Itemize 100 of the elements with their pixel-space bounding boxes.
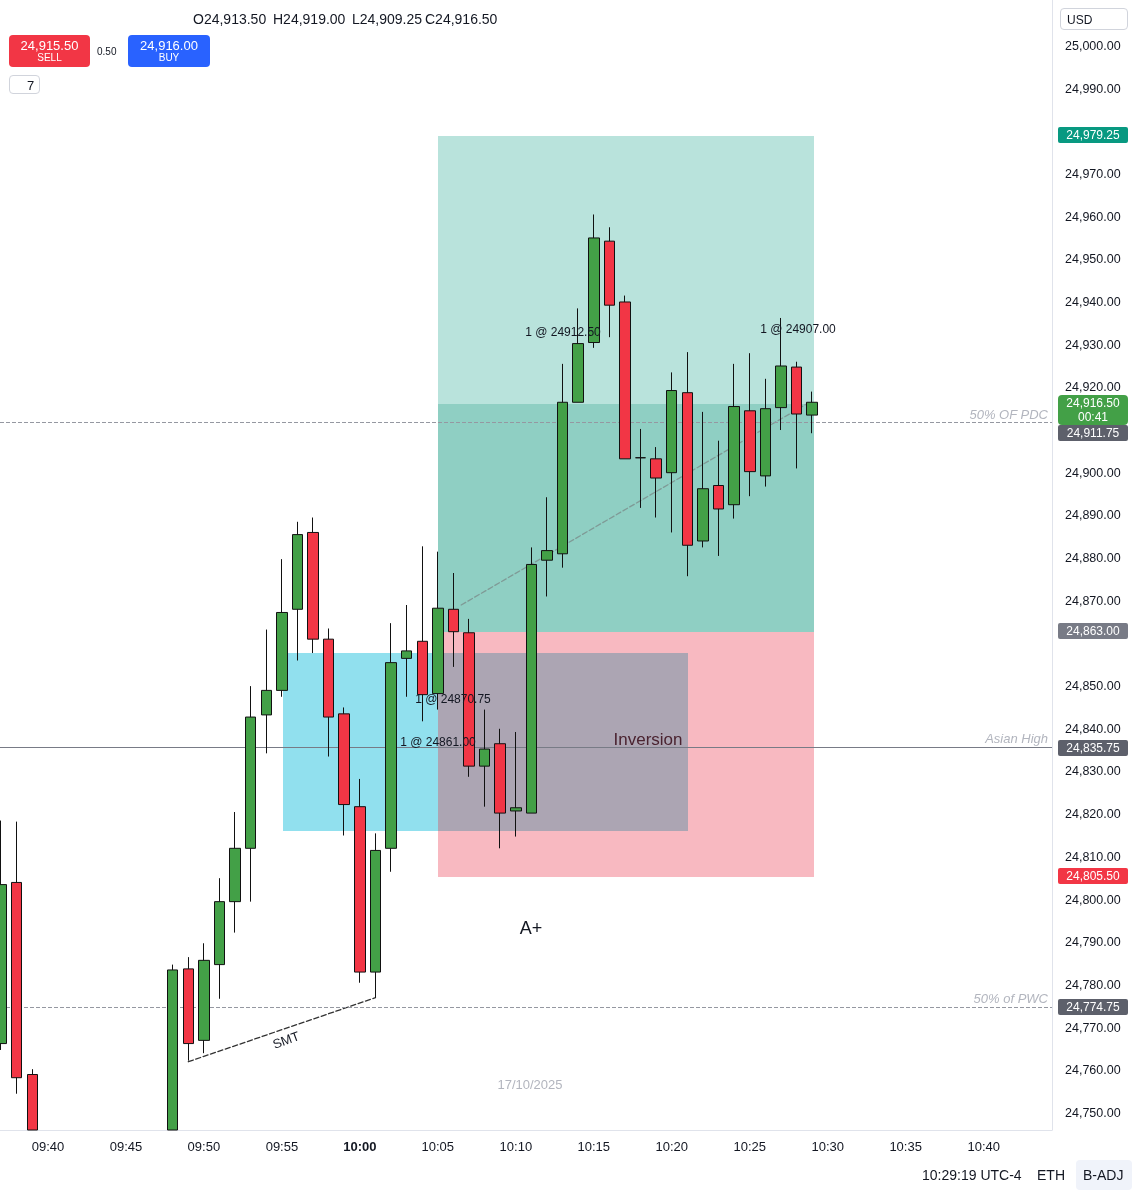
annotation: 24,916.00 xyxy=(139,38,199,53)
annotation: 24,915.50 xyxy=(19,38,80,53)
x-tick-label: 10:40 xyxy=(967,1139,1000,1154)
ref-line-label: 50% of PWC xyxy=(973,991,1049,1007)
annotation: A+ xyxy=(519,918,543,938)
y-tick-label: 24,760.00 xyxy=(1065,1063,1121,1078)
annotation: Inversion xyxy=(613,729,683,749)
candlestick xyxy=(760,378,771,488)
candlestick xyxy=(744,352,756,497)
y-tick-label: 24,940.00 xyxy=(1065,294,1121,309)
candlestick xyxy=(276,558,288,698)
x-tick-label: 10:00 xyxy=(343,1139,377,1154)
x-tick-label: 10:30 xyxy=(811,1139,844,1154)
x-tick-label: 10:35 xyxy=(889,1139,922,1154)
x-tick-label: 09:50 xyxy=(187,1139,221,1154)
candlestick xyxy=(479,709,490,808)
candlestick xyxy=(635,428,646,509)
y-tick-label: 24,800.00 xyxy=(1065,892,1121,907)
y-tick-label: 24,930.00 xyxy=(1065,337,1121,352)
y-tick-label: 24,770.00 xyxy=(1065,1020,1121,1035)
y-tick-label: 24,750.00 xyxy=(1065,1105,1121,1120)
candlestick xyxy=(713,440,724,557)
x-tick-label: 10:10 xyxy=(499,1139,533,1154)
annotation: H24,919.00 xyxy=(273,11,346,27)
candlestick xyxy=(401,604,412,698)
x-tick-label: 09:45 xyxy=(109,1139,143,1154)
candlestick xyxy=(806,391,818,434)
y-tick-label: 24,950.00 xyxy=(1065,252,1121,267)
x-tick-label: 09:40 xyxy=(31,1139,65,1154)
ref-line-label: 50% OF PDC xyxy=(969,406,1049,422)
candlestick xyxy=(494,728,506,849)
candlestick xyxy=(370,832,381,999)
candlestick xyxy=(167,964,178,1131)
y-tick-label: 24,790.00 xyxy=(1065,935,1121,950)
y-tick-label: 24,830.00 xyxy=(1065,764,1121,779)
candlestick xyxy=(307,517,319,654)
text: 24,805.50 xyxy=(1058,868,1128,884)
candlestick xyxy=(338,706,350,836)
candlestick xyxy=(183,956,194,1062)
candlestick xyxy=(198,942,210,1054)
candlestick xyxy=(11,821,22,1095)
y-tick-label: 24,990.00 xyxy=(1065,81,1121,96)
candlestick xyxy=(728,363,740,520)
y-tick-label: 24,870.00 xyxy=(1065,593,1121,608)
text: 24,835.75 xyxy=(1058,740,1128,756)
candlestick xyxy=(354,778,366,984)
y-tick-label: 24,810.00 xyxy=(1065,849,1121,864)
y-tick-label: 24,780.00 xyxy=(1065,977,1121,992)
annotation: L24,909.25 xyxy=(352,11,423,27)
interval-button: 7 xyxy=(9,75,40,94)
annotation: 17/10/2025 xyxy=(496,1077,564,1092)
candlestick xyxy=(526,546,537,814)
x-tick-label: 10:20 xyxy=(655,1139,689,1154)
annotation: 7 xyxy=(27,78,35,93)
y-tick-label: 24,900.00 xyxy=(1065,465,1121,480)
candlestick xyxy=(557,363,568,569)
candlestick xyxy=(245,685,256,903)
y-tick-label: 24,920.00 xyxy=(1065,380,1121,395)
text: ETH xyxy=(1037,1167,1065,1183)
candlestick xyxy=(261,629,272,754)
annotation: C24,916.50 xyxy=(425,11,498,27)
candlestick xyxy=(541,496,553,597)
candlestick xyxy=(385,622,397,873)
price-tag: 24,916.50 00:41 xyxy=(1058,395,1128,425)
candlestick xyxy=(682,351,693,577)
ref-line-label: Asian High xyxy=(984,730,1048,746)
candlestick xyxy=(604,226,615,338)
annotation: BUY xyxy=(157,52,181,63)
candlestick xyxy=(323,627,334,758)
candlestick xyxy=(650,446,662,519)
text: 24,911.75 xyxy=(1058,425,1128,441)
text: 10:29:19 UTC-4 xyxy=(922,1167,1022,1183)
y-tick-label: 24,880.00 xyxy=(1065,551,1121,566)
sell-button: 24,915.50 SELL xyxy=(9,35,90,67)
annotation: SMT xyxy=(270,1028,302,1052)
y-tick-label: 24,840.00 xyxy=(1065,721,1121,736)
candlestick xyxy=(697,411,709,548)
candlestick xyxy=(292,521,303,661)
y-tick-label: 24,890.00 xyxy=(1065,508,1121,523)
currency-selector: USD xyxy=(1060,8,1128,30)
buy-button: 24,916.00 BUY xyxy=(128,35,210,67)
candlestick xyxy=(619,295,631,460)
candlestick xyxy=(666,371,677,533)
annotation: 0.50 xyxy=(97,46,117,57)
y-tick-label: 24,820.00 xyxy=(1065,807,1121,822)
x-tick-label: 09:55 xyxy=(265,1139,299,1154)
candlestick xyxy=(214,877,225,1000)
candlestick xyxy=(510,731,522,838)
annotation: SELL xyxy=(36,52,63,63)
text: 24,774.75 xyxy=(1058,999,1128,1015)
x-tick-label: 10:25 xyxy=(733,1139,767,1154)
text: 24,863.00 xyxy=(1058,623,1128,639)
x-tick-label: 10:05 xyxy=(421,1139,455,1154)
candlestick xyxy=(791,361,802,469)
x-tick-label: 10:15 xyxy=(577,1139,611,1154)
y-tick-label: 24,850.00 xyxy=(1065,679,1121,694)
annotation: O24,913.50 xyxy=(193,11,267,27)
candlestick xyxy=(417,545,428,722)
candlestick xyxy=(27,1068,38,1131)
candlestick xyxy=(229,811,241,934)
